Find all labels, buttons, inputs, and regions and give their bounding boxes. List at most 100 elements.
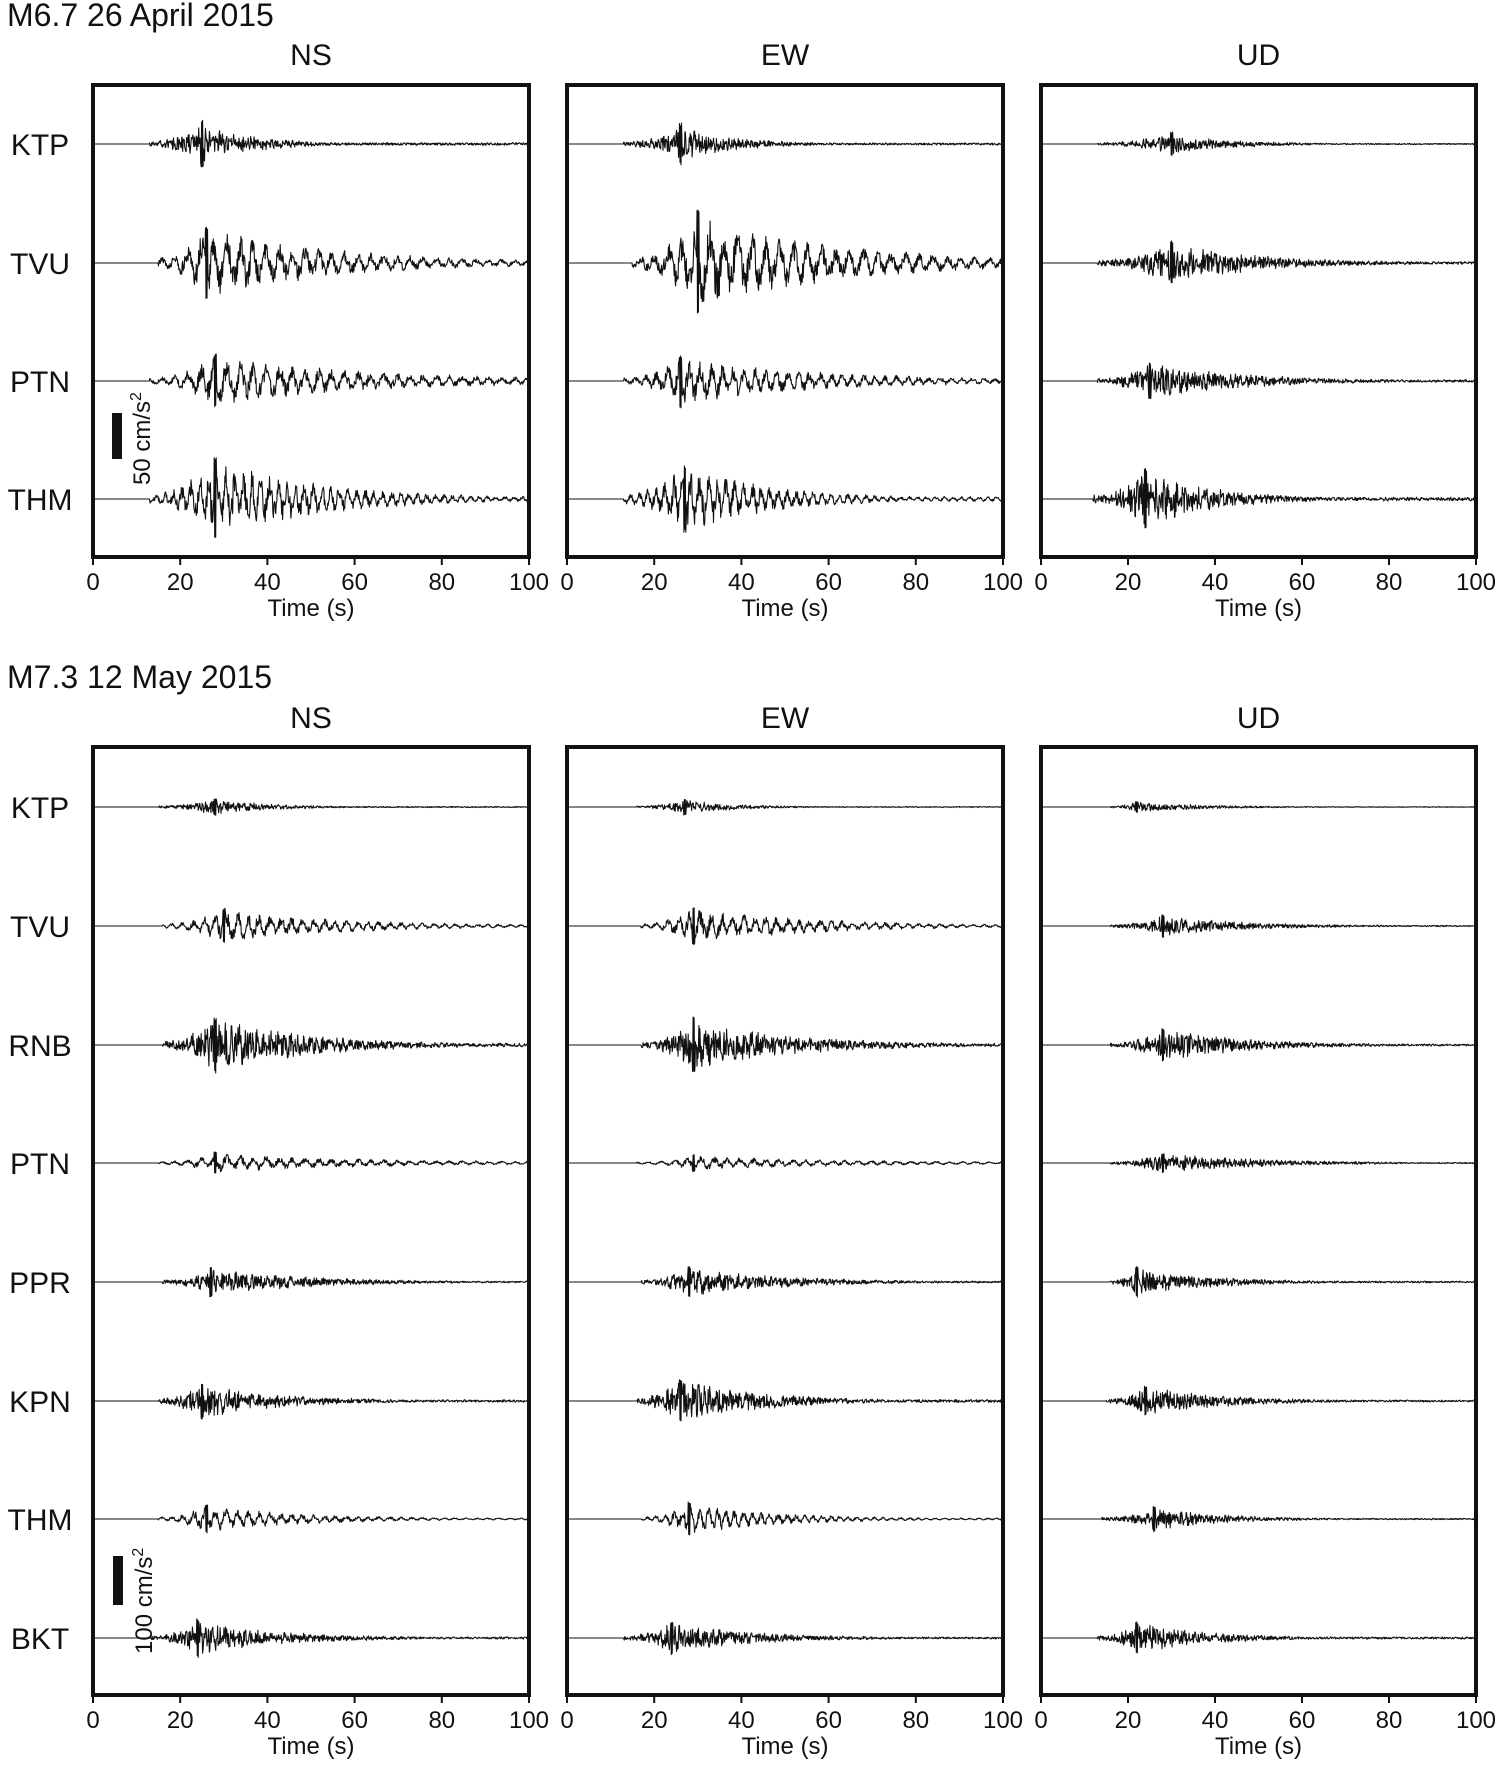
station-label-ppr: PPR [9,1267,71,1300]
x-tick-label: 40 [254,1707,281,1734]
trace-thm-ew [566,465,1004,533]
scale-bar [113,1556,123,1605]
x-tick-label: 60 [1289,569,1316,596]
x-tick-label: 0 [1034,569,1047,596]
x-tick-label: 100 [983,1707,1023,1734]
trace-ppr-ud [1040,1266,1477,1298]
trace-thm-ns [92,457,530,538]
x-axis-label: Time (s) [741,595,828,622]
x-tick-label: 20 [167,1707,194,1734]
scale-bar-exponent: 2 [130,1548,147,1557]
scale-bar-unit: 100 cm/s [131,1557,158,1654]
trace-thm-ud [1040,468,1477,529]
station-label-ktp: KTP [11,792,69,825]
trace-rnb-ew [566,1016,1004,1073]
x-tick-label: 100 [1456,569,1496,596]
x-tick-label: 20 [167,569,194,596]
x-tick-label: 40 [728,569,755,596]
scale-bar [112,413,122,459]
trace-tvu-ud [1040,914,1477,938]
trace-ptn-ud [1040,1153,1477,1173]
x-tick-label: 100 [509,569,549,596]
station-label-thm: THM [8,484,73,517]
trace-ptn-ew [566,1154,1004,1173]
trace-ptn-ns [92,353,530,408]
trace-ktp-ew [566,122,1004,166]
trace-ppr-ew [566,1266,1004,1297]
panel-ns: NS 0 20 40 60 80 100 Time (s) [86,702,549,1760]
trace-tvu-ud [1040,240,1477,284]
x-tick-label: 40 [254,569,281,596]
trace-kpn-ew [566,1379,1004,1422]
x-axis-label: Time (s) [741,1733,828,1760]
x-tick-label: 80 [902,1707,929,1734]
x-tick-label: 0 [1034,1707,1047,1734]
trace-thm-ew [566,1501,1004,1536]
trace-ktp-ud [1040,131,1477,156]
x-tick-label: 0 [86,569,99,596]
station-label-thm: THM [8,1504,73,1537]
panel-ew: EW 0 20 40 60 80 100 Time (s) [560,39,1023,622]
scale-bar-exponent: 2 [128,392,145,401]
trace-kpn-ns [92,1383,530,1420]
x-tick-label: 60 [341,569,368,596]
station-label-ptn: PTN [10,366,70,399]
x-tick-label: 40 [1202,569,1229,596]
x-tick-label: 80 [902,569,929,596]
x-tick-label: 20 [1115,1707,1142,1734]
trace-thm-ns [92,1504,530,1534]
event-title: M7.3 12 May 2015 [7,659,272,695]
trace-ptn-ud [1040,362,1477,400]
x-axis-label: Time (s) [267,595,354,622]
station-label-kpn: KPN [9,1386,71,1419]
panel-ud: UD 0 20 40 60 80 100 Time (s) [1034,702,1496,1760]
component-title: UD [1237,702,1280,735]
x-tick-label: 60 [815,569,842,596]
x-tick-label: 20 [641,569,668,596]
panel-frame [1039,745,1478,1697]
x-tick-label: 80 [428,1707,455,1734]
x-axis-label: Time (s) [267,1733,354,1760]
trace-ktp-ew [566,799,1004,816]
station-label-ptn: PTN [10,1148,70,1181]
panel-frame [91,83,531,559]
x-tick-label: 100 [983,569,1023,596]
x-tick-label: 80 [428,569,455,596]
station-label-ktp: KTP [11,129,69,162]
scale-bar-label: 50 cm/s2 [128,392,156,485]
x-tick-label: 60 [341,1707,368,1734]
panel-frame [565,83,1005,559]
x-axis-label: Time (s) [1215,595,1302,622]
trace-tvu-ew [566,209,1004,314]
x-tick-label: 0 [86,1707,99,1734]
x-tick-label: 0 [560,1707,573,1734]
trace-bkt-ud [1040,1621,1477,1654]
trace-rnb-ns [92,1017,530,1074]
panel-ew: EW 0 20 40 60 80 100 Time (s) [560,702,1023,1760]
x-tick-label: 100 [509,1707,549,1734]
trace-ppr-ns [92,1267,530,1298]
station-label-tvu: TVU [10,248,70,281]
component-title: EW [761,702,810,735]
event-title: M6.7 26 April 2015 [7,0,274,33]
trace-tvu-ew [566,907,1004,946]
x-tick-label: 20 [641,1707,668,1734]
trace-kpn-ud [1040,1385,1477,1416]
x-tick-label: 100 [1456,1707,1496,1734]
component-title: NS [290,702,332,735]
component-title: EW [761,39,810,72]
scale-bar-label: 100 cm/s2 [130,1548,158,1654]
panel-ns: NS 0 20 40 60 80 100 Time (s) [86,39,549,622]
x-tick-label: 20 [1115,569,1142,596]
panel-frame [565,745,1005,1697]
trace-thm-ud [1040,1506,1477,1533]
panel-ud: UD 0 20 40 60 80 100 Time (s) [1034,39,1496,622]
x-tick-label: 40 [728,1707,755,1734]
component-title: NS [290,39,332,72]
trace-tvu-ns [92,226,530,299]
scale-bar-unit: 50 cm/s [129,401,156,485]
panel-frame [1039,83,1478,559]
